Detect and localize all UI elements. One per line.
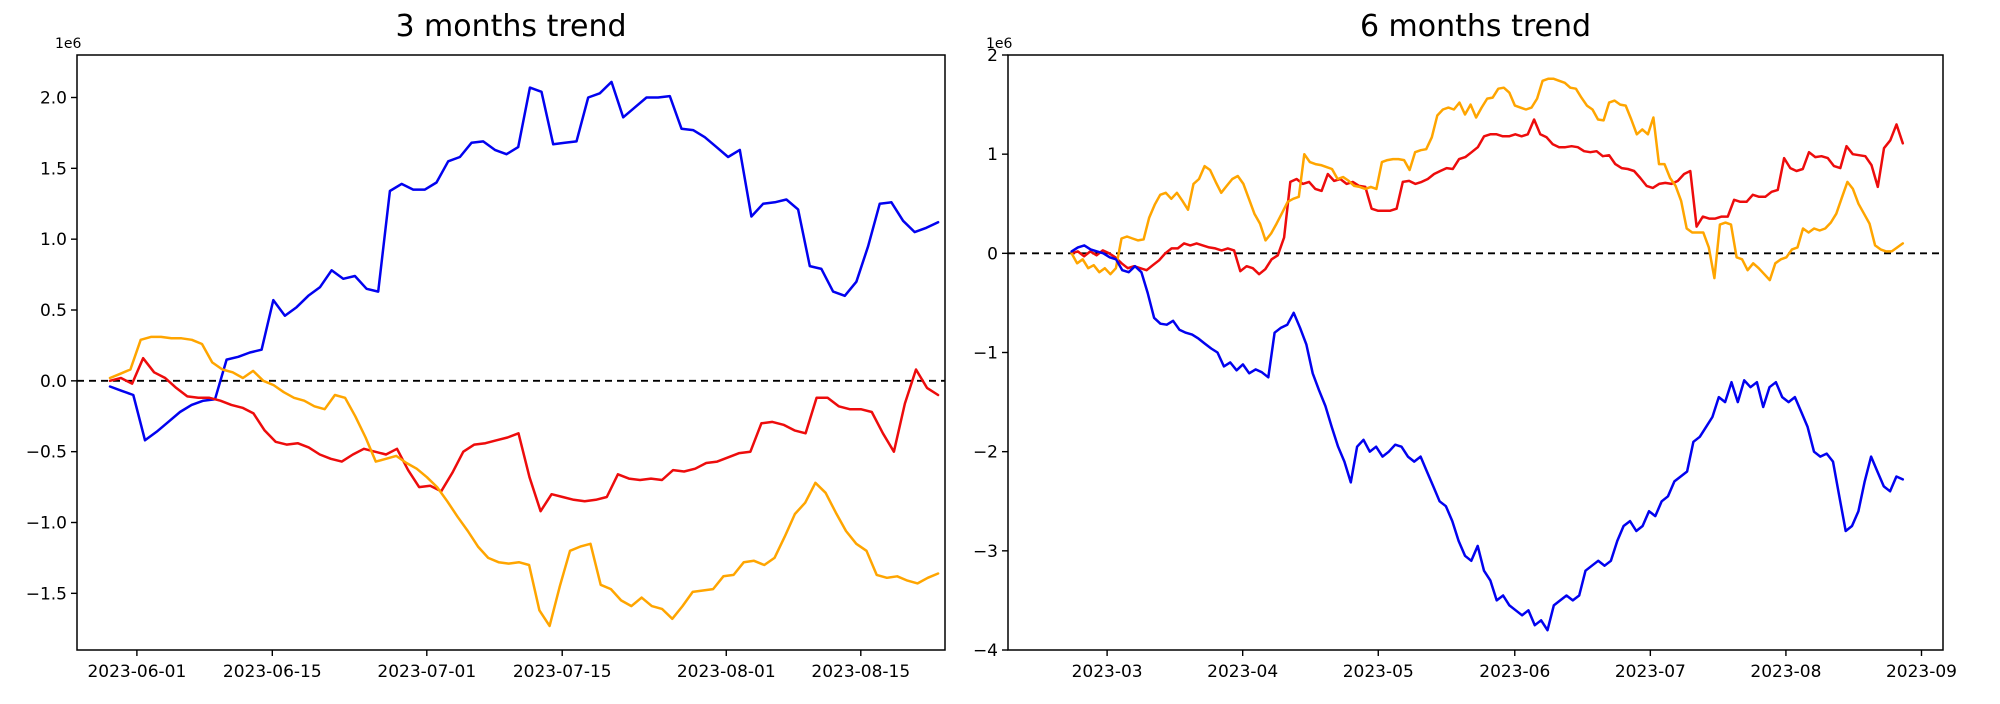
y-tick-label: 0: [987, 244, 998, 264]
x-tick-label: 2023-07: [1615, 662, 1686, 682]
x-tick-label: 2023-08-15: [811, 662, 910, 682]
y-tick-label: 2: [987, 46, 998, 66]
x-tick-label: 2023-09: [1886, 662, 1957, 682]
y-tick-label: −1: [973, 344, 998, 364]
y-tick-label: −2: [973, 443, 998, 463]
y-tick-label: −1.0: [26, 514, 67, 534]
chart-title: 6 months trend: [1360, 9, 1591, 44]
x-tick-label: 2023-05: [1343, 662, 1414, 682]
y-tick-label: −1.5: [26, 584, 67, 604]
x-tick-label: 2023-08: [1750, 662, 1821, 682]
x-tick-label: 2023-04: [1207, 662, 1278, 682]
y-tick-label: 1.0: [40, 230, 67, 250]
plot-frame: [1007, 54, 1944, 651]
x-tick-label: 2023-06: [1479, 662, 1550, 682]
series-line-orange: [1070, 77, 1905, 282]
y-tick-label: 2.0: [40, 89, 67, 109]
x-tick-label: 2023-07-15: [513, 662, 612, 682]
plot-frame: [76, 54, 946, 651]
x-tick-label: 2023-06-01: [87, 662, 186, 682]
y-tick-label: −0.5: [26, 443, 67, 463]
series-line-red: [108, 356, 940, 513]
series-line-blue: [1070, 244, 1905, 632]
series-line-red: [1070, 118, 1905, 276]
y-tick-label: 1.5: [40, 159, 67, 179]
series-line-orange: [108, 335, 940, 628]
x-tick-label: 2023-03: [1072, 662, 1143, 682]
y-tick-label: 1: [987, 145, 998, 165]
axis-offset-label: 1e6: [55, 36, 82, 52]
x-tick-label: 2023-06-15: [223, 662, 322, 682]
series-line-blue: [108, 80, 940, 442]
y-tick-label: 0.0: [40, 372, 67, 392]
chart-0-3-months-trend: 3 months trend 1e6 2.0 1.5 1.0 0.5 0.0 −0.5 −1.0…: [26, 9, 946, 682]
y-tick-label: −3: [973, 542, 998, 562]
x-tick-label: 2023-07-01: [377, 662, 476, 682]
x-tick-label: 2023-08-01: [677, 662, 776, 682]
axis-offset-label: 1e6: [986, 36, 1013, 52]
y-tick-label: 0.5: [40, 301, 67, 321]
chart-title: 3 months trend: [395, 9, 626, 44]
y-tick-label: −4: [973, 641, 998, 661]
